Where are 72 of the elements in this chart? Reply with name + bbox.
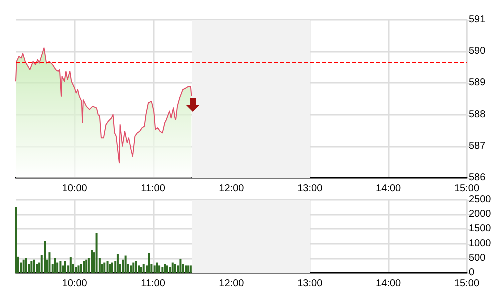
bar [172, 262, 174, 273]
x-tick-label: 13:00 [298, 278, 324, 290]
x-tick-label: 14:00 [376, 184, 402, 194]
bar [80, 264, 82, 273]
bar [185, 266, 188, 273]
bar [54, 258, 56, 273]
x-tick-label: 15:00 [454, 184, 480, 194]
y-tick-label: 2000 [469, 209, 492, 220]
bar [162, 267, 164, 273]
y-tick-label: 591 [469, 14, 486, 26]
bar [188, 266, 190, 273]
bar [148, 253, 150, 273]
bar [140, 267, 142, 273]
bar [48, 252, 51, 273]
y-tick-label: 2500 [469, 194, 492, 206]
y-tick-label: 500 [469, 252, 486, 264]
bar [70, 258, 72, 273]
bar [36, 264, 38, 273]
x-tick-label: 11:00 [141, 184, 166, 194]
bar [83, 261, 86, 273]
bar [109, 264, 112, 273]
y-tick-label: 590 [469, 46, 486, 58]
bar [33, 260, 36, 273]
bar [56, 262, 59, 273]
bar [15, 207, 17, 273]
x-tick-label: 12:00 [219, 278, 245, 290]
bar [164, 264, 166, 273]
bar [60, 261, 62, 273]
bar [111, 262, 114, 273]
bar [166, 266, 168, 273]
bar [130, 266, 132, 273]
bar [158, 266, 161, 273]
bar [156, 262, 158, 273]
y-tick-label: 1500 [469, 224, 492, 235]
bar [132, 262, 135, 273]
x-tick-label: 13:00 [298, 184, 324, 194]
bar [62, 266, 64, 273]
bar [190, 266, 192, 273]
y-tick-label: 588 [469, 109, 486, 120]
bar [86, 260, 88, 273]
bar [124, 256, 127, 273]
x-tick-label: 15:00 [454, 278, 480, 290]
bar [170, 267, 172, 273]
x-tick-label: 10:00 [62, 278, 88, 290]
bar [22, 260, 25, 273]
bar [116, 254, 119, 273]
bar [25, 258, 28, 273]
bar [135, 261, 138, 273]
bar [154, 266, 156, 273]
bar [44, 241, 46, 273]
bar [106, 261, 109, 273]
x-tick-label: 11:00 [141, 278, 166, 290]
bar [174, 264, 176, 273]
y-tick-label: 0 [469, 268, 475, 278]
x-tick-label: 14:00 [376, 278, 402, 290]
bar [142, 264, 145, 273]
bar [138, 266, 140, 273]
bar [30, 261, 33, 273]
x-tick-label: 10:00 [62, 184, 88, 194]
bar [91, 250, 94, 273]
bar [64, 261, 66, 273]
y-tick-label: 587 [469, 140, 486, 152]
bar [75, 267, 78, 273]
x-tick-label: 12:00 [219, 184, 245, 194]
y-tick-label: 586 [469, 172, 486, 184]
y-tick-label: 1000 [469, 238, 492, 250]
bar [122, 260, 124, 273]
bar [96, 232, 98, 273]
bar [78, 266, 80, 273]
y-tick-label: 589 [469, 78, 486, 89]
bar [180, 258, 182, 273]
bar [104, 262, 106, 273]
